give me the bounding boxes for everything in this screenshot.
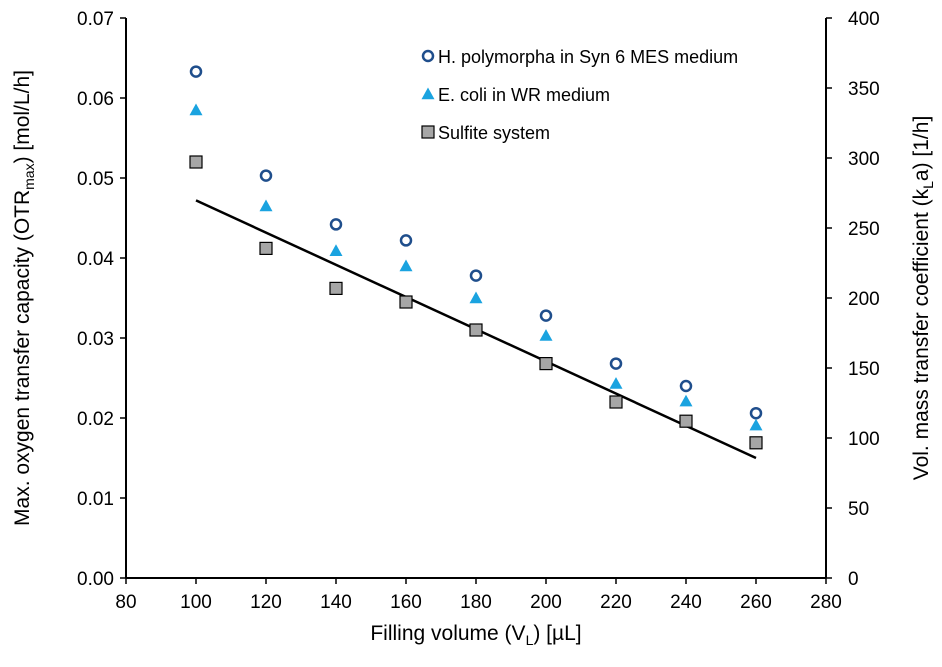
y-right-tick-label: 150 [848,359,880,380]
y-right-tick-label: 50 [848,499,869,520]
y-right-tick-label: 400 [848,9,880,30]
y-right-tick-label: 100 [848,429,880,450]
y-left-tick-label: 0.01 [77,489,114,510]
series-2-point [329,281,343,295]
legend: H. polymorpha in Syn 6 MES medium E. coli… [421,47,738,143]
x-tick-label: 280 [810,592,842,613]
data-marks [189,65,763,450]
series-2-point [189,155,203,169]
x-tick-label: 200 [530,592,562,613]
x-axis-label: Filling volume (VL) [µL] [370,622,581,648]
x-tick-label: 260 [740,592,772,613]
series-2-point [259,241,273,255]
series-1-point [259,199,273,212]
axes: 80 100 120 140 160 180 200 220 240 260 280 0.00 0.01… [77,9,880,613]
legend-label-1: E. coli in WR medium [438,85,610,105]
x-tick-label: 180 [460,592,492,613]
y-right-tick-label: 300 [848,149,880,170]
series-0-point [749,406,763,420]
legend-marker-0 [421,49,435,63]
series-2-point [609,395,623,409]
series-0-point [539,309,553,322]
series-2-point [749,436,763,450]
x-tick-label: 120 [250,592,282,613]
series-2-point [539,357,553,371]
y-axis-right-label: Vol. mass transfer coefficient (kLa) [1/… [910,116,936,481]
series-0-point [679,379,693,393]
series-0-point [329,218,343,231]
x-tick-label: 160 [390,592,422,613]
series-0-point [259,169,273,182]
series-2-point [679,414,693,428]
series-1-point [189,103,203,116]
y-left-tick-label: 0.05 [77,169,114,190]
y-left-tick-label: 0.07 [77,9,114,30]
axis-labels: Filling volume (VL) [µL] Max. oxygen tran… [11,70,936,648]
series-1-point [609,377,623,389]
y-left-tick-label: 0.04 [77,249,114,270]
series-1-point [679,394,693,407]
series-0-point [189,65,203,78]
series-2-point [469,323,483,337]
y-axis-left-label: Max. oxygen transfer capacity (OTRmax) [… [11,70,37,526]
legend-label-0: H. polymorpha in Syn 6 MES medium [438,47,738,67]
series-1-point [539,329,553,341]
legend-label-2: Sulfite system [438,123,550,143]
series-1-point [469,291,483,304]
legend-marker-1 [421,87,435,100]
series-2-point [399,295,413,309]
x-tick-label: 140 [320,592,352,613]
series-0-point [399,234,413,247]
y-left-tick-label: 0.02 [77,409,114,430]
series-1-point [749,418,763,431]
x-tick-label: 220 [600,592,632,613]
series-0-point [469,269,483,282]
series-0-point [609,357,623,370]
y-left-tick-label: 0.00 [77,569,114,590]
y-right-tick-label: 350 [848,79,880,100]
y-left-tick-label: 0.06 [77,89,114,110]
series-1-point [329,244,343,256]
y-left-tick-label: 0.03 [77,329,114,350]
x-tick-label: 100 [180,592,212,613]
y-right-tick-label: 200 [848,289,880,310]
legend-marker-2 [421,125,435,139]
y-right-tick-label: 0 [848,569,859,590]
series-1-point [399,259,413,272]
x-tick-label: 80 [115,592,136,613]
x-tick-label: 240 [670,592,702,613]
y-right-tick-label: 250 [848,219,880,240]
